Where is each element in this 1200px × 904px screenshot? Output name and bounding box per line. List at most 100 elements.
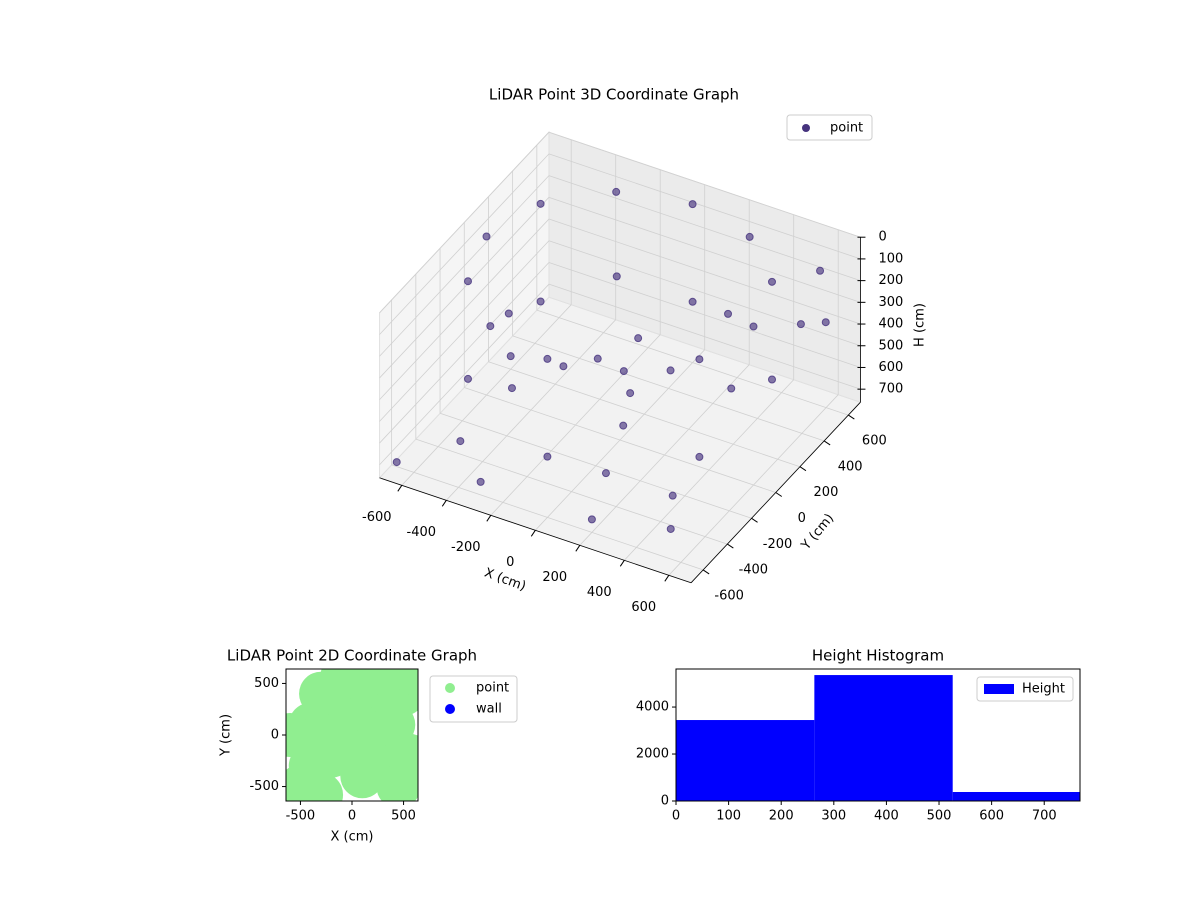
- y-tick: [751, 517, 758, 523]
- point: [768, 277, 776, 286]
- z-tick-label: 500: [878, 338, 903, 353]
- point: [768, 375, 776, 384]
- bar: [676, 720, 815, 801]
- grid-line: [464, 387, 776, 493]
- grid-line: [548, 218, 861, 325]
- axis-line: [690, 401, 861, 584]
- point: [536, 199, 545, 208]
- y-tick-label: 400: [838, 459, 863, 474]
- point: [486, 322, 495, 331]
- point: [482, 232, 491, 241]
- legend-label: point: [830, 121, 863, 136]
- x-tick: [619, 560, 625, 567]
- point: [695, 355, 704, 364]
- chart-title: LiDAR Point 3D Coordinate Graph: [489, 86, 739, 104]
- y-tick-label: -400: [739, 563, 769, 578]
- point: [821, 318, 830, 327]
- grid-line: [415, 438, 728, 545]
- x-tick-label: -500: [286, 809, 316, 824]
- grid-line: [548, 175, 861, 282]
- y-tick-label: 0: [661, 794, 669, 809]
- point: [816, 266, 825, 275]
- x-tick-label: 600: [979, 809, 1004, 824]
- grid-line: [379, 262, 550, 444]
- grid-line: [548, 153, 861, 260]
- point: [392, 458, 401, 467]
- chart-title: LiDAR Point 2D Coordinate Graph: [227, 647, 477, 665]
- point: [506, 352, 515, 361]
- z-tick-label: 0: [878, 230, 886, 245]
- point: [543, 452, 552, 461]
- point: [688, 297, 697, 306]
- x-tick-label: 700: [1032, 809, 1057, 824]
- y-tick-label: 4000: [636, 700, 669, 715]
- point: [749, 322, 758, 331]
- y-tick-label: 200: [814, 485, 839, 500]
- axis-line: [379, 477, 692, 584]
- y-tick: [799, 466, 807, 472]
- grid-line: [379, 218, 550, 400]
- y-tick-label: 0: [271, 728, 279, 743]
- grid-line: [488, 361, 801, 468]
- bar: [814, 675, 953, 801]
- point: [507, 384, 516, 393]
- point: [299, 772, 344, 801]
- y-tick-label: 500: [254, 676, 279, 691]
- x-tick-label: 200: [769, 809, 794, 824]
- grid-line: [391, 464, 704, 571]
- point: [666, 524, 675, 533]
- point: [612, 187, 621, 196]
- bar: [952, 792, 1080, 801]
- x-tick-label: 400: [587, 585, 612, 600]
- y-tick: [848, 414, 855, 420]
- grid-line: [512, 335, 825, 442]
- x-tick: [664, 575, 670, 582]
- grid-line: [379, 240, 550, 422]
- y-tick-label: 2000: [636, 747, 669, 762]
- x-tick-label: 500: [927, 809, 952, 824]
- x-tick-label: 500: [391, 809, 416, 824]
- grid-line: [548, 283, 861, 390]
- grid-line: [536, 309, 849, 416]
- x-tick: [441, 500, 447, 507]
- grid-line: [548, 196, 861, 303]
- x-tick-label: 200: [542, 570, 567, 585]
- y-axis-label: Y (cm): [219, 714, 234, 757]
- point: [666, 366, 675, 375]
- z-tick-label: 700: [878, 382, 903, 397]
- x-tick-label: 0: [348, 809, 356, 824]
- y-tick-label: -200: [763, 537, 793, 552]
- x-tick-label: 400: [874, 809, 899, 824]
- chart-title: Height Histogram: [812, 647, 944, 665]
- z-tick-label: 300: [878, 295, 903, 310]
- x-tick-label: -400: [407, 525, 437, 540]
- x-tick: [530, 530, 536, 537]
- y-tick-label: 0: [798, 511, 806, 526]
- x-tick-label: 0: [506, 555, 514, 570]
- y-tick: [823, 440, 831, 446]
- point: [456, 437, 465, 446]
- legend-box: [786, 114, 873, 141]
- chart-3d: LiDAR Point 3D Coordinate Graph X (cm) Y…: [362, 86, 927, 615]
- point: [536, 297, 545, 306]
- grid-line: [379, 175, 550, 357]
- x-tick-label: -600: [362, 510, 392, 525]
- legend-marker: [445, 683, 455, 693]
- point: [286, 713, 313, 757]
- point: [391, 669, 418, 696]
- point: [559, 362, 568, 371]
- x-tick-label: 600: [631, 600, 656, 615]
- grid-line: [379, 131, 550, 314]
- point: [796, 320, 805, 329]
- point: [668, 491, 677, 500]
- point: [619, 367, 628, 376]
- point: [587, 515, 596, 524]
- legend-label: Height: [1022, 682, 1065, 697]
- grid-line: [379, 197, 550, 379]
- grid-line: [548, 240, 861, 347]
- y-tick-label: -500: [249, 779, 279, 794]
- point: [634, 334, 643, 343]
- z-tick-label: 600: [878, 360, 903, 375]
- y-tick-label: -600: [714, 588, 744, 603]
